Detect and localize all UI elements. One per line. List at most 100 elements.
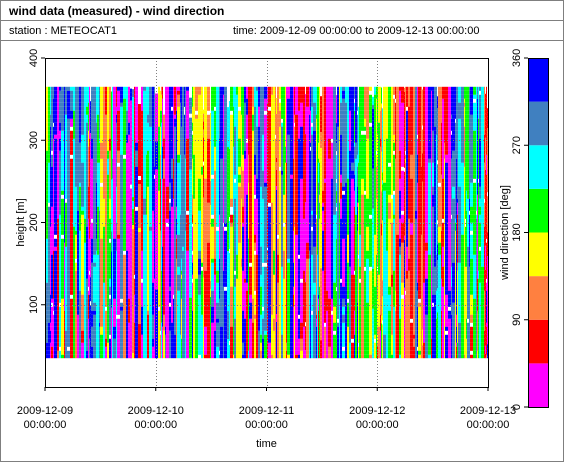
heatmap-cell [84, 346, 86, 351]
heatmap-cell [54, 238, 57, 243]
heatmap-cell [182, 182, 184, 187]
heatmap-cell [107, 94, 109, 99]
heatmap-cell [152, 354, 154, 359]
heatmap-cell [163, 206, 165, 211]
heatmap-cell [176, 190, 177, 195]
heatmap-cell [67, 322, 70, 327]
heatmap-cell [141, 322, 143, 327]
heatmap-cell [53, 158, 54, 163]
heatmap-cell [180, 230, 181, 235]
heatmap-cell [54, 314, 57, 319]
heatmap-cell [107, 254, 109, 259]
heatmap-cell [158, 242, 160, 247]
heatmap-cell [152, 246, 154, 251]
heatmap-cell [113, 286, 116, 291]
heatmap-cell [180, 118, 181, 123]
heatmap-cell [111, 103, 112, 108]
heatmap-cell [54, 198, 57, 203]
heatmap-cell [61, 138, 64, 143]
heatmap-cell [84, 354, 86, 359]
heatmap-cell [112, 118, 113, 123]
heatmap-cell [81, 314, 84, 319]
heatmap-cell [48, 106, 50, 111]
heatmap-cell [113, 206, 116, 211]
heatmap-cell [81, 218, 84, 223]
heatmap-cell [143, 230, 146, 235]
heatmap-cell [99, 130, 100, 135]
heatmap-cell [88, 210, 89, 215]
heatmap-cell [146, 282, 147, 287]
heatmap-cell [120, 246, 123, 251]
heatmap-cell [107, 114, 109, 119]
heatmap-cell [86, 342, 88, 347]
heatmap-cell [181, 234, 182, 239]
heatmap-cell [154, 262, 155, 267]
heatmap-cell [166, 146, 169, 151]
heatmap-cell [171, 302, 173, 307]
heatmap-cell [160, 310, 161, 315]
heatmap-cell [59, 270, 61, 275]
heatmap-cell [123, 134, 126, 139]
heatmap-cell [111, 335, 112, 340]
heatmap-cell [100, 354, 103, 359]
heatmap-cell [81, 242, 84, 247]
heatmap-cell [97, 250, 99, 255]
heatmap-cell [64, 238, 65, 243]
heatmap-cell [171, 350, 173, 355]
heatmap-cell [57, 266, 59, 271]
heatmap-cell [93, 322, 96, 327]
heatmap-cell [75, 114, 77, 119]
heatmap-cell [50, 266, 51, 271]
heatmap-cell [75, 306, 77, 311]
heatmap-cell [161, 302, 162, 307]
heatmap-cell [155, 133, 158, 138]
heatmap-cell [107, 354, 109, 359]
heatmap-cell [99, 246, 100, 251]
heatmap-cell [50, 258, 51, 263]
heatmap-cell [116, 198, 117, 203]
heatmap-cell [180, 286, 181, 291]
heatmap-cell [100, 266, 103, 271]
heatmap-cell [67, 170, 70, 175]
heatmap-cell [154, 338, 155, 343]
heatmap-cell [120, 166, 123, 171]
heatmap-cell [184, 162, 185, 167]
heatmap-cell [109, 230, 111, 235]
heatmap-cell [182, 230, 184, 235]
heatmap-cell [132, 253, 134, 258]
heatmap-cell [117, 170, 120, 175]
heatmap-cell [111, 159, 112, 164]
heatmap-cell [173, 306, 174, 311]
heatmap-cell [123, 158, 126, 163]
heatmap-cell [51, 158, 53, 163]
heatmap-cell [100, 86, 103, 91]
heatmap-cell [130, 336, 132, 341]
heatmap-cell [112, 318, 113, 323]
heatmap-cell [130, 264, 132, 269]
heatmap-cell [138, 244, 141, 248]
heatmap-cell [109, 346, 111, 351]
heatmap-cell [180, 234, 181, 239]
heatmap-cell [130, 168, 132, 173]
heatmap-cell [166, 354, 169, 359]
heatmap-cell [177, 342, 180, 347]
heatmap-cell [143, 274, 146, 279]
heatmap-cell [173, 302, 174, 307]
heatmap-cell [97, 142, 99, 147]
heatmap-cell [111, 231, 112, 236]
heatmap-cell [65, 122, 67, 127]
heatmap-cell [75, 202, 77, 207]
heatmap-cell [158, 282, 160, 287]
heatmap-cell [91, 234, 93, 239]
heatmap-cell [177, 138, 180, 143]
heatmap-cell [154, 166, 155, 171]
heatmap-cell [57, 254, 59, 259]
heatmap-cell [161, 334, 162, 339]
heatmap-cell [185, 110, 186, 115]
heatmap-cell [89, 322, 90, 327]
heatmap-cell [109, 166, 111, 171]
heatmap-cell [88, 354, 89, 359]
heatmap-cell [176, 222, 177, 227]
heatmap-cell [91, 194, 93, 199]
heatmap-cell [53, 262, 54, 267]
